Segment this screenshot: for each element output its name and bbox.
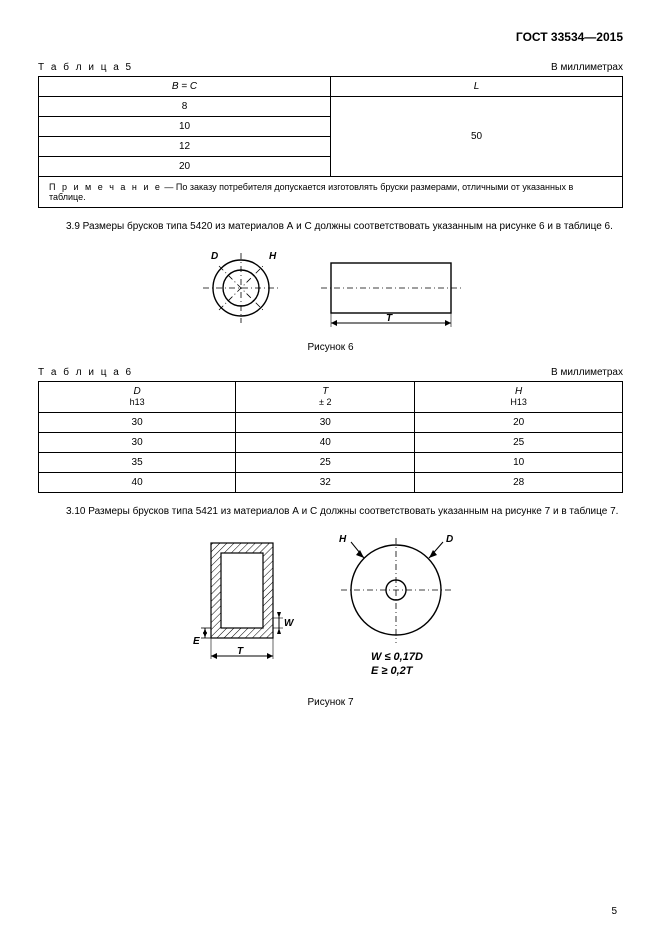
table6-head-D: D h13 xyxy=(39,382,236,413)
figure7-caption: Рисунок 7 xyxy=(38,697,623,708)
page-container: ГОСТ 33534—2015 Т а б л и ц а 5 В миллим… xyxy=(0,0,661,935)
table5: B = C L 8 50 10 12 20 П р и м е ч а н и … xyxy=(38,76,623,208)
para-3-10: 3.10 Размеры брусков типа 5421 из матери… xyxy=(38,505,623,518)
table-row: 35 25 10 xyxy=(39,453,623,473)
figure7: E T W xyxy=(38,528,623,691)
para-3-9: 3.9 Размеры брусков типа 5420 из материа… xyxy=(38,220,623,233)
figure6-label-H: H xyxy=(269,251,277,262)
figure7-label-W: W xyxy=(284,618,295,629)
figure6-label-D: D xyxy=(211,251,218,262)
figure6: D H T xyxy=(38,243,623,336)
page-number: 5 xyxy=(611,906,617,917)
table-row: 30 40 25 xyxy=(39,433,623,453)
table6-head-T: T ± 2 xyxy=(236,382,415,413)
table5-header-bc: B = C xyxy=(39,77,331,97)
table-row: 30 30 20 xyxy=(39,413,623,433)
figure7-svg: E T W xyxy=(171,528,491,688)
table5-cell: 20 xyxy=(39,157,331,177)
table5-note: П р и м е ч а н и е — По заказу потребит… xyxy=(39,177,623,208)
figure7-formula2: E ≥ 0,2T xyxy=(371,665,414,677)
table6: D h13 T ± 2 H H13 30 30 20 30 40 25 35 2… xyxy=(38,381,623,493)
table6-units: В миллиметрах xyxy=(551,367,623,378)
figure7-formula1: W ≤ 0,17D xyxy=(371,651,423,663)
figure6-label-T: T xyxy=(385,313,392,324)
table6-label-row: Т а б л и ц а 6 В миллиметрах xyxy=(38,367,623,378)
table-row: 40 32 28 xyxy=(39,473,623,493)
table5-cell: 12 xyxy=(39,137,331,157)
document-header: ГОСТ 33534—2015 xyxy=(38,30,623,44)
table6-head-H: H H13 xyxy=(415,382,623,413)
figure6-svg: D H T xyxy=(191,243,471,333)
table5-note-key: П р и м е ч а н и е xyxy=(49,182,162,192)
table5-merged-cell: 50 xyxy=(331,97,623,177)
figure7-label-T: T xyxy=(236,646,243,657)
figure7-label-E: E xyxy=(193,636,200,647)
table5-cell: 10 xyxy=(39,117,331,137)
figure7-label-H: H xyxy=(339,534,347,545)
table5-label: Т а б л и ц а 5 xyxy=(38,62,133,73)
table5-units: В миллиметрах xyxy=(551,62,623,73)
table5-cell: 8 xyxy=(39,97,331,117)
table6-label: Т а б л и ц а 6 xyxy=(38,367,133,378)
table5-label-row: Т а б л и ц а 5 В миллиметрах xyxy=(38,62,623,73)
figure7-label-D: D xyxy=(446,534,453,545)
figure6-caption: Рисунок 6 xyxy=(38,342,623,353)
table5-header-l: L xyxy=(331,77,623,97)
